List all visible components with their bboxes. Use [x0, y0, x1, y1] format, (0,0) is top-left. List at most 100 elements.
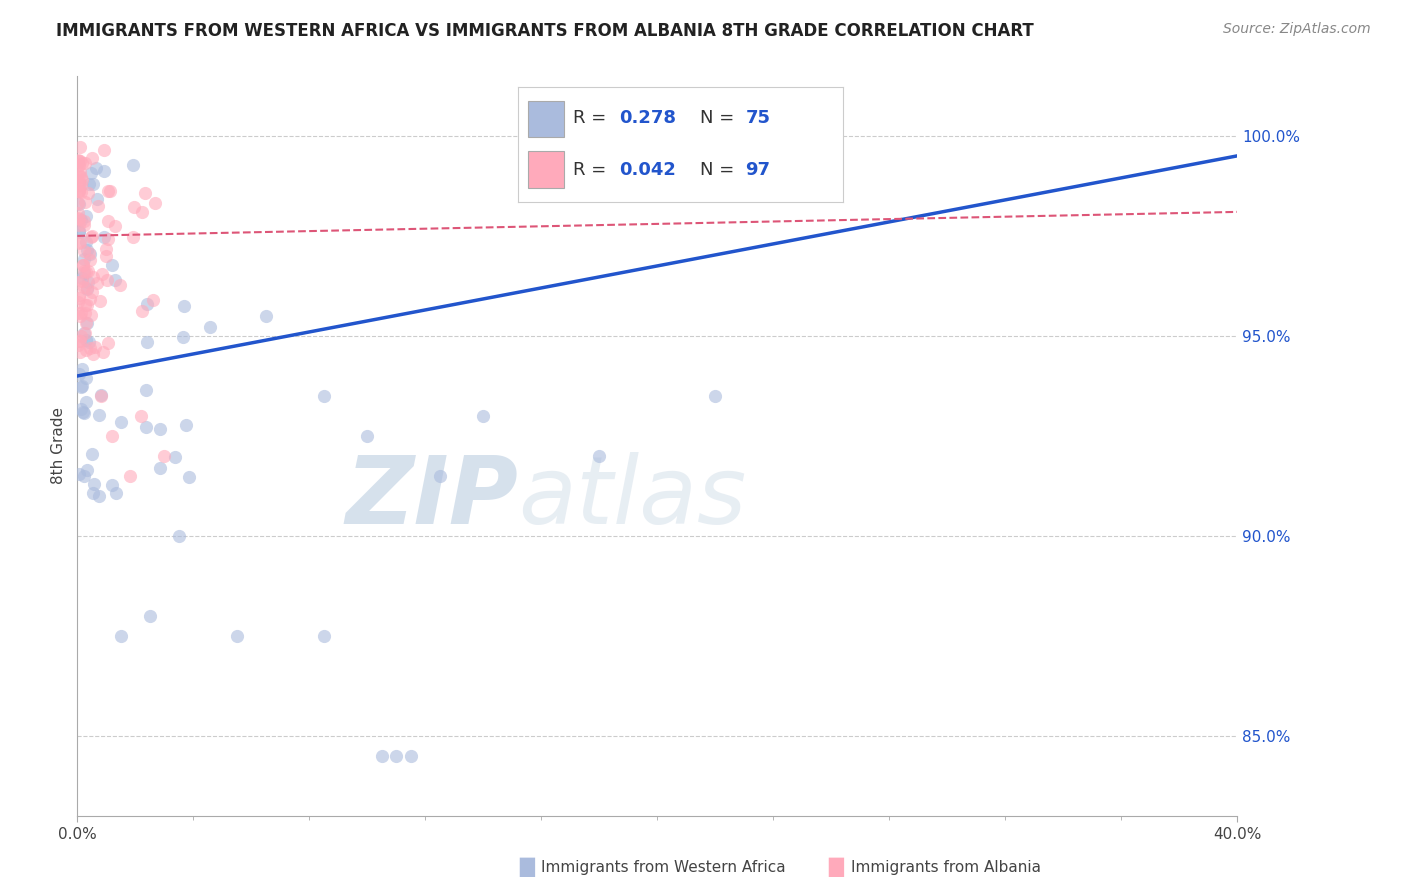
Point: [80, 228, 103, 243]
Point: [80, 230, 103, 244]
Point: [135, 383, 157, 397]
Y-axis label: 8th Grade: 8th Grade: [51, 408, 66, 484]
Point: [76, 316, 98, 330]
Point: [69, 165, 91, 179]
Point: [69, 309, 91, 323]
Point: [76, 463, 98, 477]
Text: IMMIGRANTS FROM WESTERN AFRICA VS IMMIGRANTS FROM ALBANIA 8TH GRADE CORRELATION : IMMIGRANTS FROM WESTERN AFRICA VS IMMIGR…: [56, 22, 1033, 40]
Point: [69, 186, 91, 200]
Point: [67, 218, 90, 232]
Point: [66, 211, 89, 226]
Point: [73, 214, 96, 228]
Text: ZIP: ZIP: [346, 452, 517, 544]
Point: [75, 343, 97, 357]
Point: [163, 450, 186, 465]
Text: █: █: [828, 857, 844, 877]
Point: [100, 184, 122, 198]
Text: Immigrants from Western Africa: Immigrants from Western Africa: [541, 860, 786, 874]
Point: [139, 609, 162, 624]
Point: [76, 235, 98, 249]
Point: [73, 326, 96, 340]
Point: [96, 273, 118, 287]
Point: [67, 178, 90, 192]
Point: [149, 422, 172, 436]
Point: [177, 470, 200, 484]
Point: [70, 274, 93, 288]
Point: [70, 378, 93, 392]
Point: [101, 429, 124, 443]
Point: [73, 469, 96, 483]
Point: [72, 156, 94, 170]
Point: [472, 409, 495, 423]
Point: [167, 529, 190, 543]
Point: [110, 415, 132, 429]
Text: Immigrants from Albania: Immigrants from Albania: [851, 860, 1040, 874]
Point: [67, 184, 90, 198]
Point: [69, 401, 91, 416]
Point: [93, 143, 115, 157]
Point: [121, 230, 143, 244]
Point: [76, 244, 98, 258]
Point: [101, 258, 124, 272]
Point: [93, 164, 115, 178]
Point: [97, 185, 120, 199]
Point: [172, 329, 194, 343]
Point: [96, 249, 118, 263]
Point: [89, 408, 111, 422]
Point: [77, 246, 100, 260]
Point: [67, 236, 90, 251]
Point: [67, 225, 90, 239]
Point: [70, 306, 93, 320]
Point: [399, 749, 422, 764]
Point: [91, 344, 114, 359]
Point: [67, 197, 90, 211]
Point: [69, 235, 91, 249]
Point: [80, 151, 103, 165]
Point: [75, 209, 97, 223]
Point: [75, 326, 97, 340]
Point: [75, 394, 97, 409]
Point: [66, 338, 89, 352]
Point: [131, 205, 153, 219]
Point: [87, 199, 110, 213]
Point: [69, 212, 91, 227]
Point: [67, 291, 90, 305]
Point: [82, 269, 104, 284]
Point: [73, 280, 96, 294]
Point: [131, 304, 153, 318]
Point: [84, 161, 107, 175]
Point: [75, 316, 97, 330]
Point: [69, 334, 91, 348]
Point: [356, 429, 378, 443]
Point: [67, 175, 90, 189]
Point: [134, 186, 156, 200]
Point: [90, 389, 111, 403]
Point: [82, 177, 104, 191]
Point: [121, 158, 143, 172]
Point: [66, 306, 89, 320]
Point: [73, 244, 96, 258]
Point: [75, 156, 97, 170]
Point: [129, 409, 152, 423]
Point: [67, 212, 90, 227]
Point: [72, 258, 94, 272]
Point: [136, 297, 159, 311]
Text: atlas: atlas: [517, 452, 747, 543]
Point: [704, 389, 727, 403]
Point: [77, 275, 100, 289]
Point: [70, 329, 93, 343]
Point: [254, 309, 277, 323]
Point: [75, 194, 97, 209]
Point: [82, 486, 104, 500]
Point: [79, 253, 101, 268]
Point: [77, 264, 100, 278]
Point: [149, 461, 172, 475]
Point: [198, 319, 221, 334]
Point: [136, 335, 159, 350]
Point: [67, 467, 90, 481]
Point: [110, 629, 132, 643]
Point: [77, 177, 100, 191]
Point: [385, 749, 408, 764]
Point: [67, 334, 90, 348]
Point: [83, 340, 105, 354]
